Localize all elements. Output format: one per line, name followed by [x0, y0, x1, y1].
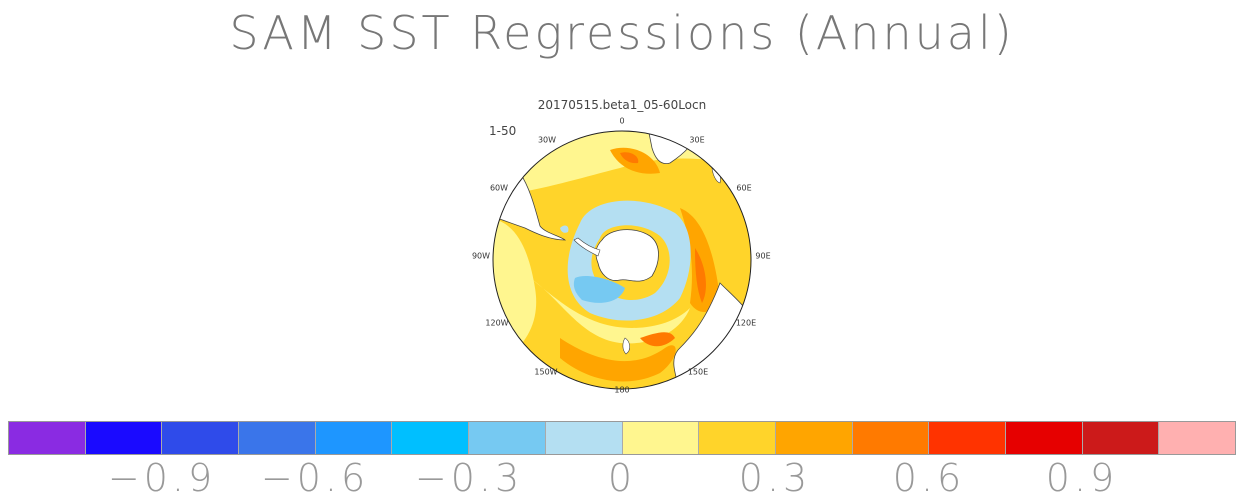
colorbar-segment	[85, 422, 163, 454]
figure-title: SAM SST Regressions (Annual)	[229, 6, 1015, 60]
lon-label-150e: 150E	[687, 367, 709, 377]
lon-label-90w: 90W	[471, 251, 491, 261]
colorbar	[8, 421, 1236, 455]
colorbar-tick-label: 0.9	[1045, 456, 1119, 500]
colorbar-segment	[9, 422, 86, 454]
colorbar-tick-label: 0.3	[738, 456, 812, 500]
colorbar-segment	[852, 422, 930, 454]
lon-label-30w: 30W	[537, 135, 557, 145]
lon-label-120w: 120W	[485, 318, 509, 328]
colorbar-segment	[1005, 422, 1083, 454]
colorbar-tick-label: −0.3	[414, 456, 524, 500]
colorbar-segment	[622, 422, 700, 454]
colorbar-segment	[699, 422, 776, 454]
polar-map	[492, 130, 752, 390]
colorbar-segment	[392, 422, 470, 454]
panel-label: 1-50	[489, 124, 517, 138]
case-name: 20170515.beta1_05-60Locn	[537, 98, 707, 112]
colorbar-tick-label: 0	[607, 456, 637, 500]
colorbar-segment	[775, 422, 853, 454]
lon-label-0: 0	[619, 116, 625, 126]
lon-label-90e: 90E	[755, 251, 771, 261]
colorbar-tick-label: −0.6	[260, 456, 370, 500]
lon-label-150w: 150W	[534, 367, 558, 377]
colorbar-segment	[239, 422, 316, 454]
lon-label-120e: 120E	[735, 318, 757, 328]
colorbar-tick-label: −0.9	[107, 456, 217, 500]
lon-label-60w: 60W	[489, 183, 509, 193]
colorbar-tick-label: 0.6	[892, 456, 966, 500]
lon-label-180: 180	[614, 385, 630, 395]
colorbar-segment	[1159, 422, 1235, 454]
colorbar-segment	[469, 422, 546, 454]
sst-field	[493, 131, 751, 389]
colorbar-segment	[315, 422, 393, 454]
colorbar-segment	[162, 422, 240, 454]
colorbar-segment	[1082, 422, 1160, 454]
lon-label-60e: 60E	[736, 183, 752, 193]
colorbar-segment	[545, 422, 623, 454]
colorbar-segment	[929, 422, 1006, 454]
lon-label-30e: 30E	[689, 135, 705, 145]
